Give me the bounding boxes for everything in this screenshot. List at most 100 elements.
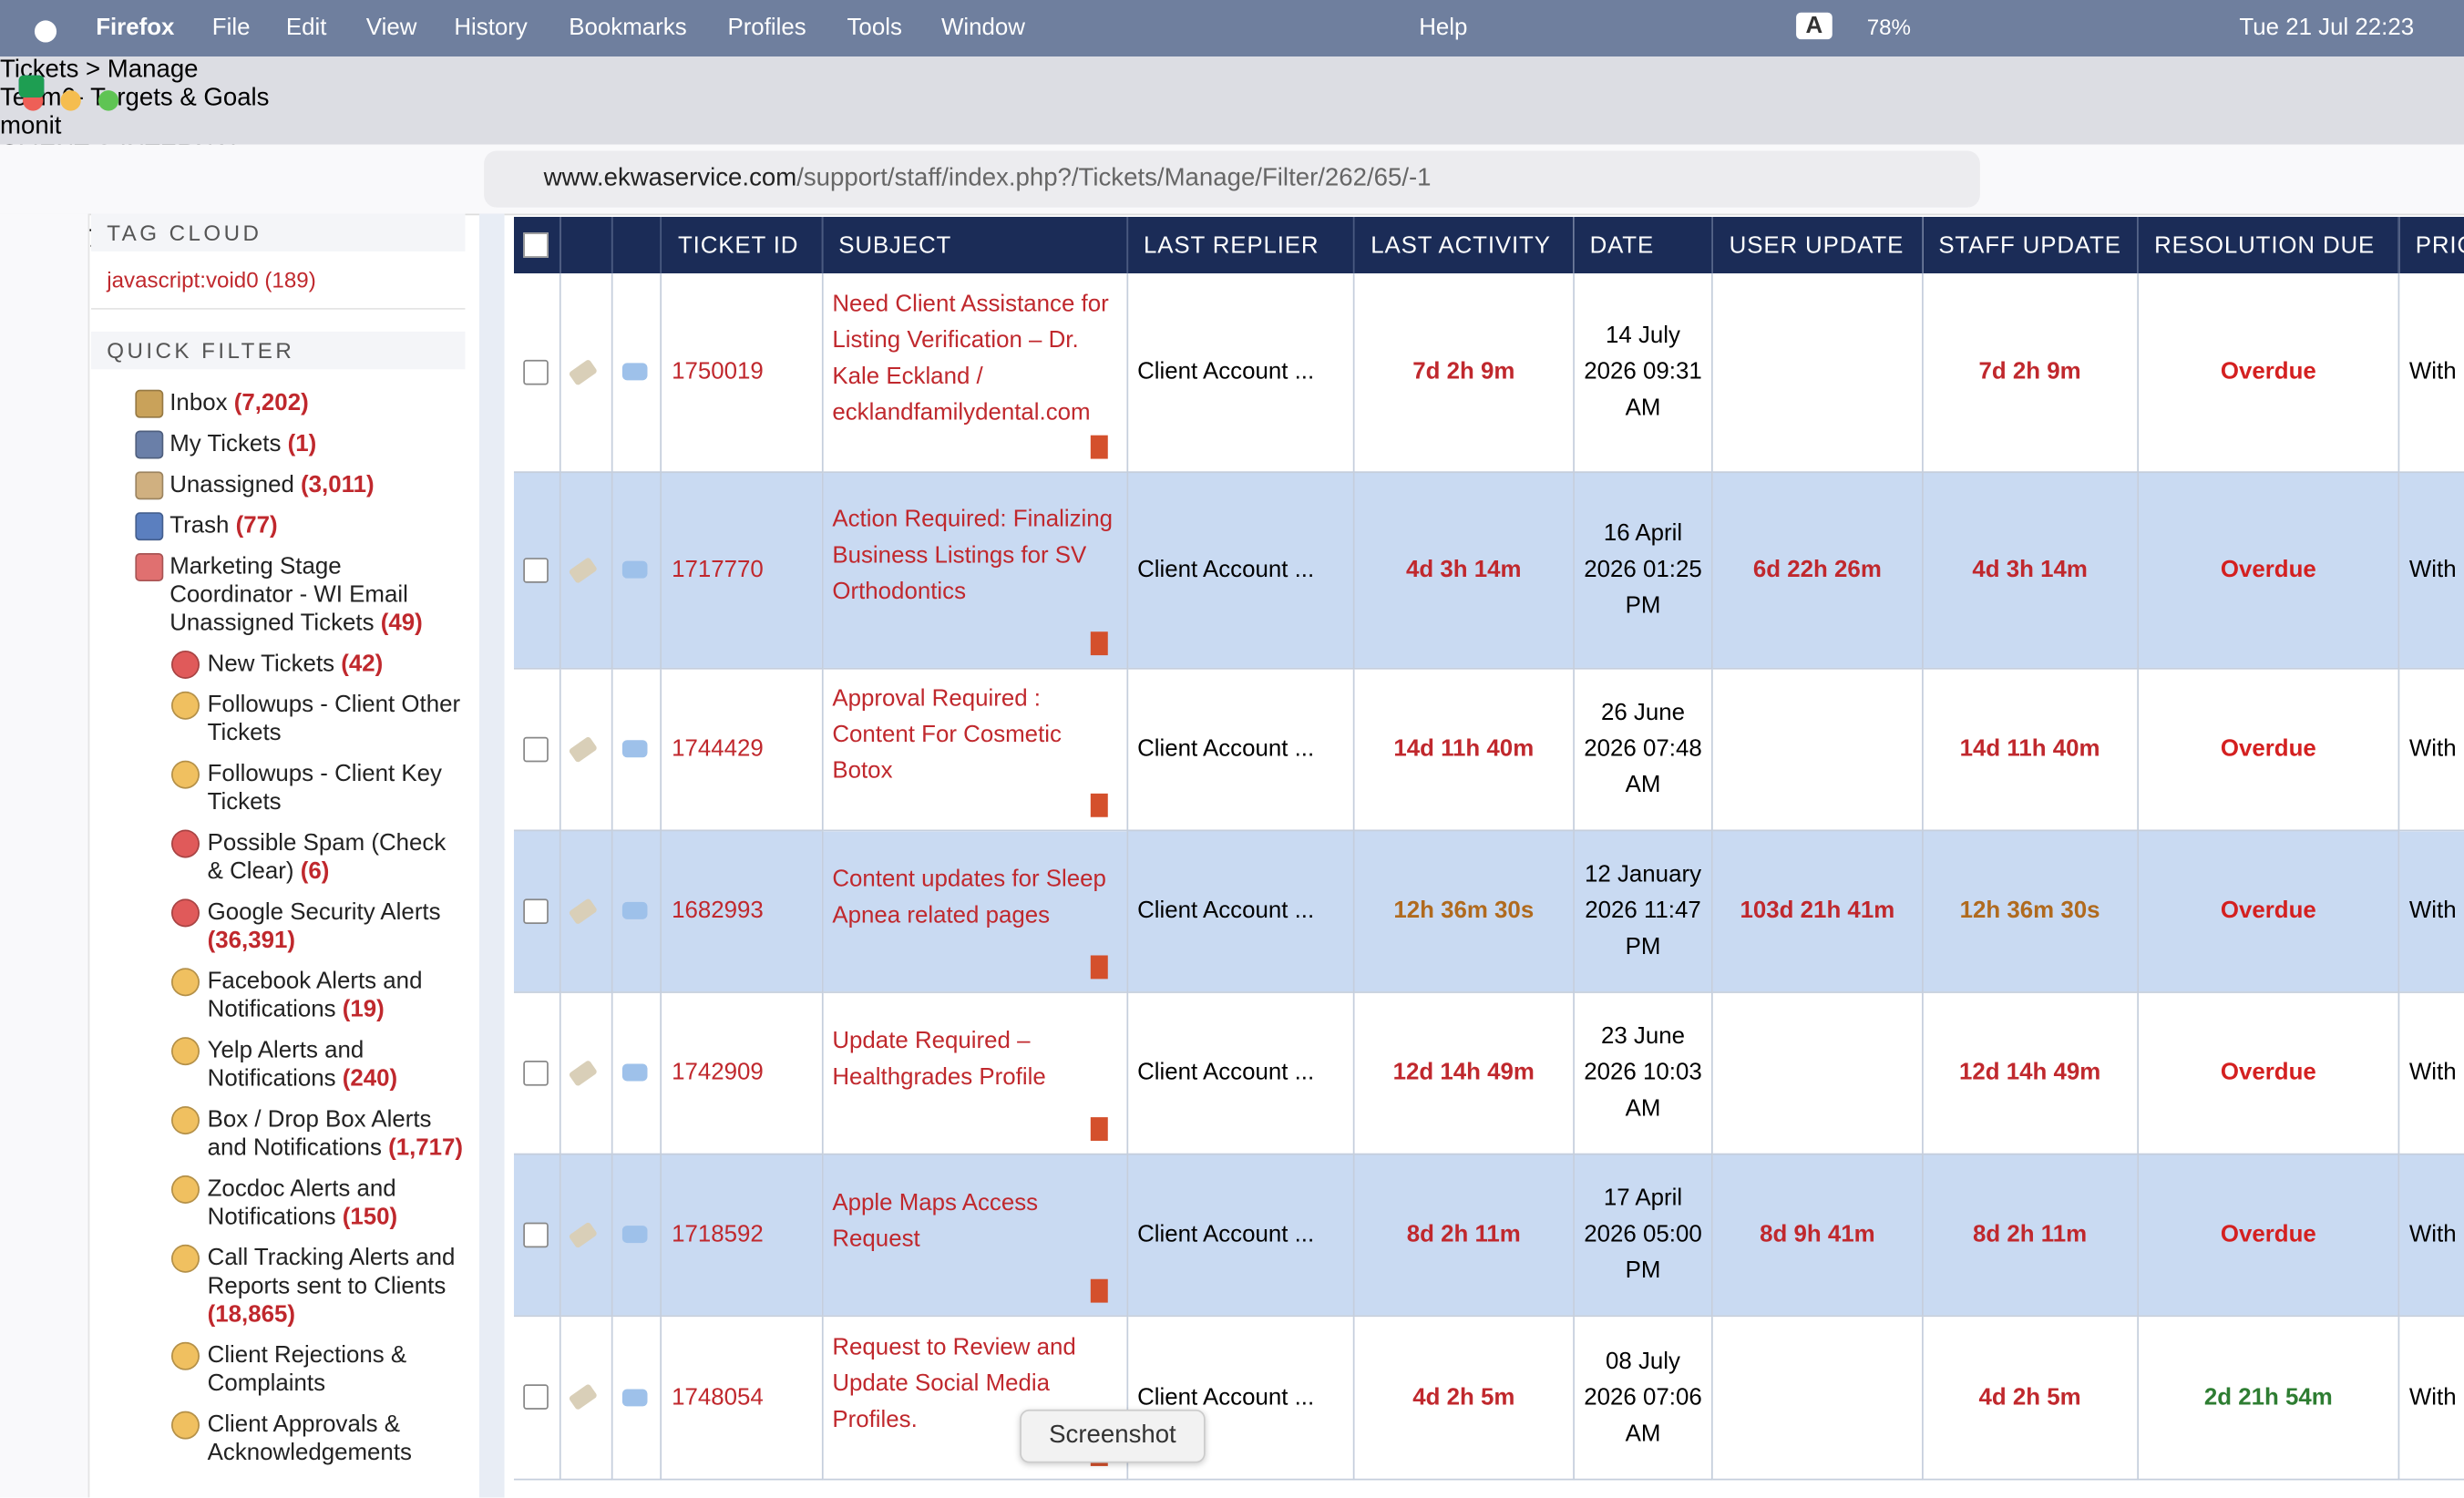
quick-filter-item[interactable]: Followups - Client Other Tickets <box>91 687 465 756</box>
menu-item[interactable]: Window <box>940 14 1025 41</box>
subject-link[interactable]: Content updates for Sleep Apnea related … <box>832 865 1106 929</box>
reply-cell <box>612 829 662 993</box>
app-name[interactable]: Firefox <box>96 14 175 41</box>
checkbox[interactable] <box>523 1221 549 1247</box>
menu-item[interactable]: Bookmarks <box>569 14 687 41</box>
filter-label: Yelp Alerts and Notifications <box>207 1037 364 1093</box>
menu-item[interactable]: View <box>365 14 417 41</box>
column-header[interactable]: SUBJECT <box>822 216 1128 274</box>
checkbox[interactable] <box>523 1060 549 1085</box>
apple-logo <box>34 20 57 43</box>
ticket-row[interactable]: 1744429 Approval Required : Content For C… <box>513 667 2464 831</box>
quick-filter-item[interactable]: Marketing Stage Coordinator - WI Email U… <box>91 549 465 646</box>
quick-filter-item[interactable]: Client Rejections & Complaints <box>91 1338 465 1407</box>
user-update <box>1712 991 1924 1154</box>
subject-link[interactable]: Approval Required : Content For Cosmetic… <box>832 684 1062 785</box>
checkbox[interactable] <box>523 898 549 924</box>
ticket-row[interactable]: 1748054 Request to Review and Update Soci… <box>513 1315 2464 1480</box>
subject: Content updates for Sleep Apnea related … <box>822 829 1128 993</box>
resolution-due: Overdue <box>2138 471 2400 669</box>
menu-help[interactable]: Help <box>1419 14 1468 41</box>
filter-count: (3,011) <box>301 471 375 498</box>
ticket-id[interactable]: 1682993 <box>661 829 824 993</box>
column-header[interactable]: PRIORITY <box>2398 216 2464 274</box>
ticket-row[interactable]: 1717770 Action Required: Finalizing Busin… <box>513 471 2464 669</box>
url-path: /support/staff/index.php?/Tickets/Manage… <box>796 165 1432 192</box>
flag-cell <box>560 1315 614 1480</box>
quick-filter-item[interactable]: Google Security Alerts (36,391) <box>91 894 465 963</box>
reply-cell <box>612 471 662 669</box>
quick-filter-item[interactable]: Client Approvals & Acknowledgements <box>91 1406 465 1475</box>
filter-icon <box>135 512 164 541</box>
quick-filter-item[interactable]: Yelp Alerts and Notifications (240) <box>91 1032 465 1102</box>
column-header[interactable]: STAFF UPDATE <box>1922 216 2139 274</box>
quick-filter-item[interactable]: Followups - Client Key Tickets <box>91 755 465 825</box>
filter-count: (42) <box>341 650 384 678</box>
checkbox[interactable] <box>523 232 549 258</box>
column-header[interactable]: DATE <box>1573 216 1714 274</box>
column-header[interactable]: RESOLUTION DUE <box>2138 216 2400 274</box>
filter-list: Inbox (7,202) My Tickets (1) Unassigned (3… <box>91 369 465 1475</box>
quick-filter-item[interactable]: Inbox (7,202) <box>91 385 465 426</box>
last-replier: Client Account ... <box>1126 273 1355 473</box>
filter-icon <box>170 829 200 858</box>
bookmark-icon <box>1090 793 1108 816</box>
quick-filter-item[interactable]: Unassigned (3,011) <box>91 467 465 508</box>
priority: With Client <box>2398 991 2464 1154</box>
user-update <box>1712 1315 1924 1480</box>
ticket-id[interactable]: 1750019 <box>661 273 824 473</box>
ticket-id[interactable]: 1742909 <box>661 991 824 1154</box>
quick-filter-item[interactable]: Zocdoc Alerts and Notifications (150) <box>91 1171 465 1240</box>
tab[interactable]: Tickets > Manage <box>0 56 377 97</box>
subject-link[interactable]: Apple Maps Access Request <box>832 1188 1039 1252</box>
quick-filter-item[interactable]: Possible Spam (Check & Clear) (6) <box>91 825 465 894</box>
header-row: TICKET ID SUBJECT LAST REPLIER LAST ACTIVIT… <box>513 216 2464 274</box>
url-bar[interactable]: www.ekwaservice.com/support/staff/index.… <box>484 150 1980 208</box>
reply-cell <box>612 991 662 1154</box>
subject-link[interactable]: Update Required – Healthgrades Profile <box>832 1026 1046 1090</box>
quick-filter-item[interactable]: Call Tracking Alerts and Reports sent to… <box>91 1240 465 1338</box>
subject-link[interactable]: Action Required: Finalizing Business Lis… <box>832 506 1114 605</box>
tag-link[interactable]: javascript:void0 (189) <box>91 251 466 310</box>
quick-filter-item[interactable]: New Tickets (42) <box>91 646 465 687</box>
tab-icon <box>18 75 45 97</box>
ticket-row[interactable]: 1750019 Need Client Assistance for Listin… <box>513 273 2464 473</box>
flag-icon <box>569 734 599 763</box>
ticket-row[interactable]: 1718592 Apple Maps Access Request Client A… <box>513 1153 2464 1317</box>
flag-icon <box>569 1220 599 1248</box>
column-header[interactable]: LAST REPLIER <box>1126 216 1355 274</box>
ticket-id[interactable]: 1718592 <box>661 1153 824 1317</box>
menu-item[interactable]: Profiles <box>727 14 806 41</box>
ticket-row[interactable]: 1742909 Update Required – Healthgrades Pr… <box>513 991 2464 1154</box>
filter-label: New Tickets <box>207 650 335 678</box>
menu-item[interactable]: Tools <box>847 14 902 41</box>
quick-filter-item[interactable]: Box / Drop Box Alerts and Notifications … <box>91 1102 465 1171</box>
menu-item[interactable]: History <box>454 14 528 41</box>
column-header[interactable]: USER UPDATE <box>1712 216 1924 274</box>
ticket-id[interactable]: 1748054 <box>661 1315 824 1480</box>
menu-item[interactable]: File <box>211 14 251 41</box>
checkbox[interactable] <box>523 1384 549 1410</box>
checkbox[interactable] <box>523 557 549 582</box>
checkbox[interactable] <box>523 735 549 762</box>
menu-item[interactable]: Edit <box>285 14 327 41</box>
ticket-id[interactable]: 1717770 <box>661 471 824 669</box>
ticket-id[interactable]: 1744429 <box>661 667 824 831</box>
date: 16 April 2026 01:25 PM <box>1573 471 1714 669</box>
flag-icon <box>569 1383 599 1411</box>
quick-filter-item[interactable]: Trash (77) <box>91 508 465 549</box>
subject-link[interactable]: Need Client Assistance for Listing Verif… <box>832 290 1109 426</box>
staff-update: 8d 2h 11m <box>1922 1153 2139 1317</box>
column-header[interactable]: TICKET ID <box>661 216 824 274</box>
filter-icon <box>170 968 200 997</box>
resolution-due: Overdue <box>2138 273 2400 473</box>
column-header[interactable]: LAST ACTIVITY <box>1354 216 1575 274</box>
filter-count: (19) <box>342 996 385 1023</box>
checkbox[interactable] <box>523 359 549 385</box>
ticket-row[interactable]: 1682993 Content updates for Sleep Apnea r… <box>513 829 2464 993</box>
quick-filter-item[interactable]: Facebook Alerts and Notifications (19) <box>91 963 465 1032</box>
reply-icon <box>622 901 649 919</box>
priority: With Client <box>2398 667 2464 831</box>
quick-filter-item[interactable]: My Tickets (1) <box>91 426 465 467</box>
subject-link[interactable]: Request to Review and Update Social Medi… <box>832 1333 1076 1432</box>
